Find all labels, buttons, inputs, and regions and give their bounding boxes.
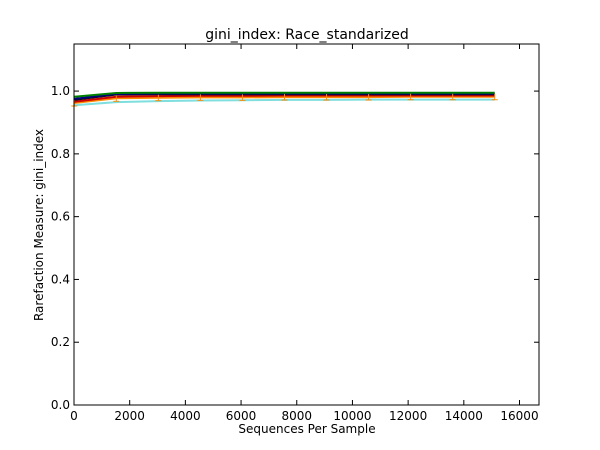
y-axis-label: Rarefaction Measure: gini_index bbox=[32, 129, 46, 321]
x-tick-label: 6000 bbox=[226, 409, 257, 423]
x-tick-label: 8000 bbox=[281, 409, 312, 423]
x-tick-label: 16000 bbox=[500, 409, 538, 423]
plot-frame bbox=[73, 43, 540, 406]
y-tick-label: 0.0 bbox=[51, 398, 70, 412]
y-tick-label: 0.2 bbox=[51, 335, 70, 349]
x-tick-label: 4000 bbox=[170, 409, 201, 423]
y-tick-label: 0.4 bbox=[51, 272, 70, 286]
y-tick-label: 1.0 bbox=[51, 84, 70, 98]
x-tick-label: 10000 bbox=[333, 409, 371, 423]
x-tick-label: 12000 bbox=[389, 409, 427, 423]
chart-title: gini_index: Race_standarized bbox=[205, 27, 409, 43]
series-line bbox=[74, 91, 495, 98]
x-tick-label: 2000 bbox=[114, 409, 145, 423]
y-tick-label: 0.8 bbox=[51, 147, 70, 161]
axis-ticks: 0 2000 4000 6000 8000 10000 12000 14000 16000 0.0… bbox=[51, 44, 539, 423]
series-layer bbox=[71, 91, 498, 107]
x-axis-label: Sequences Per Sample bbox=[238, 422, 375, 436]
x-tick-label: 14000 bbox=[445, 409, 483, 423]
x-tick-label: 0 bbox=[70, 409, 78, 423]
y-tick-label: 0.6 bbox=[51, 210, 70, 224]
